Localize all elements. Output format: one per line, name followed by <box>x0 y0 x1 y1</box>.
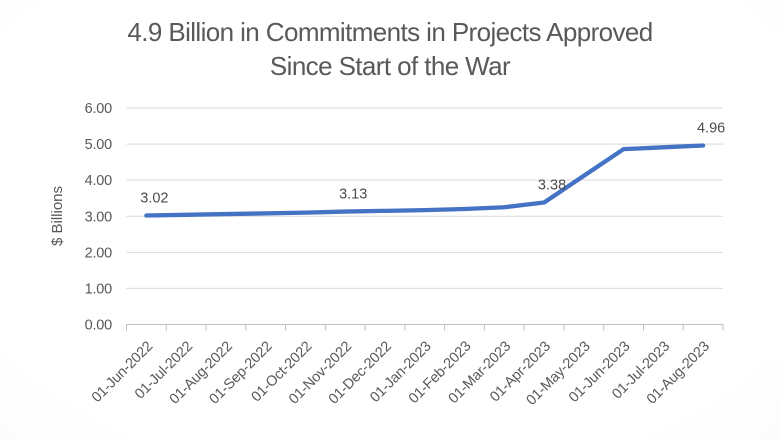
y-axis-title: $ Billions <box>49 186 66 246</box>
chart-title-line-1: 4.9 Billion in Commitments in Projects A… <box>127 17 653 47</box>
y-tick-label: 2.00 <box>85 245 113 261</box>
y-tick-label: 3.00 <box>85 209 113 225</box>
data-label: 3.38 <box>538 178 566 194</box>
data-label: 4.96 <box>697 121 725 137</box>
y-tick-label: 0.00 <box>85 318 113 334</box>
y-tick-label: 1.00 <box>85 281 113 297</box>
series-line <box>144 143 706 218</box>
y-tick-label: 5.00 <box>85 137 113 153</box>
chart-title-line-2: Since Start of the War <box>269 51 511 81</box>
data-label: 3.02 <box>140 191 168 207</box>
chart-title: 4.9 Billion in Commitments in Projects A… <box>0 15 780 83</box>
data-label: 3.13 <box>339 187 367 203</box>
y-tick-label: 6.00 <box>85 101 113 117</box>
y-tick-label: 4.00 <box>85 173 113 189</box>
